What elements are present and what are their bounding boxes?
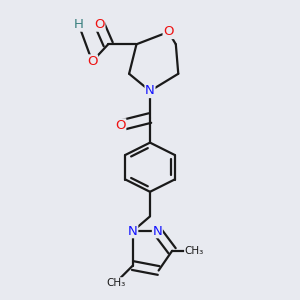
Text: O: O	[115, 119, 126, 132]
Text: CH₃: CH₃	[184, 246, 204, 256]
Text: N: N	[128, 225, 138, 238]
Text: N: N	[145, 85, 155, 98]
Text: O: O	[163, 26, 174, 38]
Text: H: H	[74, 18, 84, 31]
Text: CH₃: CH₃	[106, 278, 125, 288]
Text: O: O	[87, 55, 98, 68]
Text: O: O	[94, 18, 105, 31]
Text: N: N	[152, 225, 162, 238]
